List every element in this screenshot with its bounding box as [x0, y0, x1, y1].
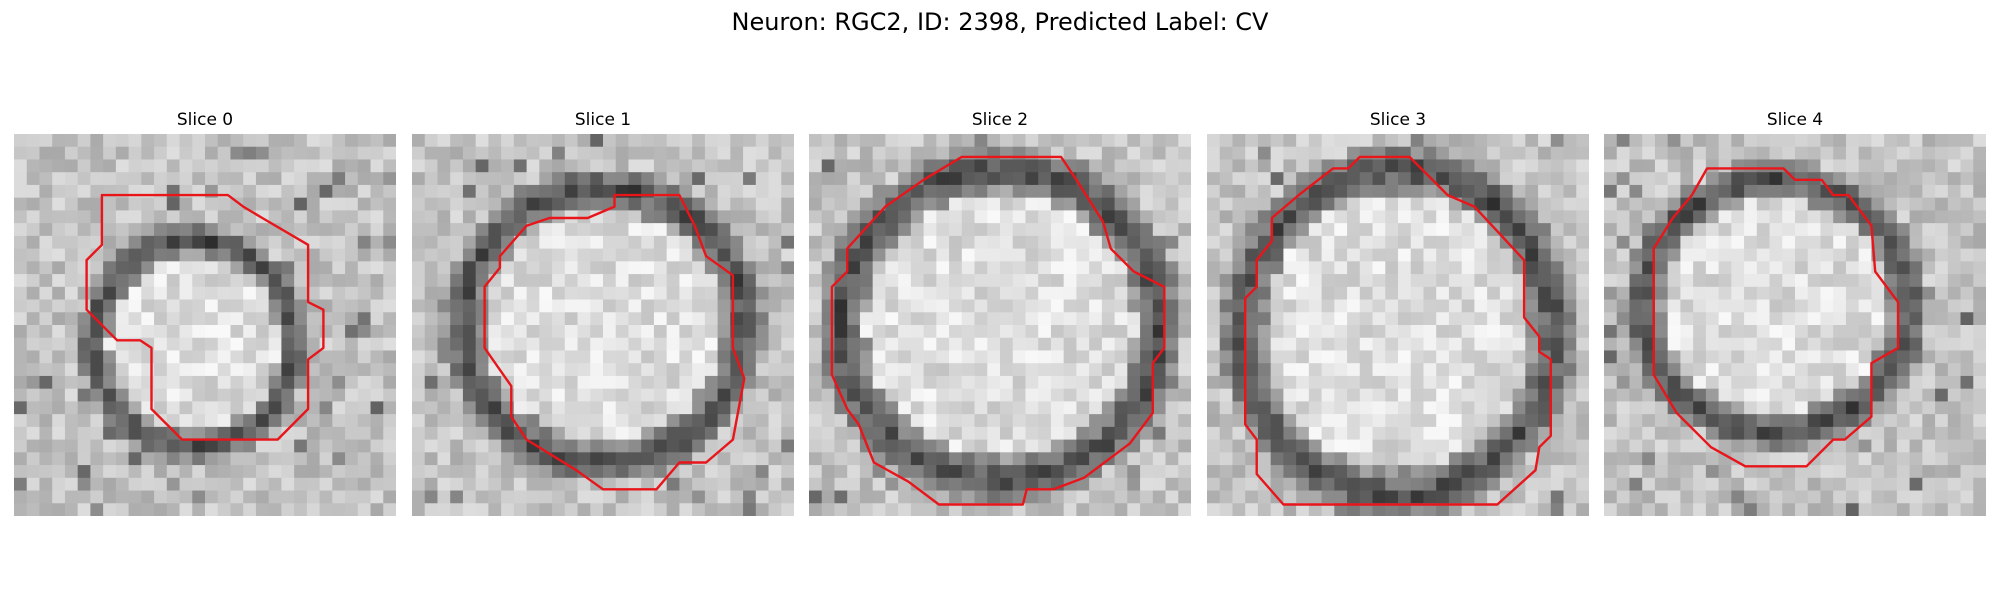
em-pixels	[1207, 134, 1589, 516]
slice-panel-2: Slice 2	[809, 108, 1191, 516]
em-pixels	[809, 134, 1191, 516]
em-pixels	[1604, 134, 1986, 516]
slice-panel-0: Slice 0	[14, 108, 396, 516]
slice-panel-3: Slice 3	[1207, 108, 1589, 516]
slice-title-1: Slice 1	[574, 110, 632, 130]
segmentation-contour	[1652, 167, 1900, 468]
slice-svg-4	[1604, 134, 1986, 516]
slice-image-2	[809, 134, 1191, 516]
slice-panel-4: Slice 4	[1604, 108, 1986, 516]
em-pixels	[14, 134, 396, 516]
slice-image-0	[14, 134, 396, 516]
slice-svg-1	[412, 134, 794, 516]
slice-svg-0	[14, 134, 396, 516]
slice-svg-3	[1207, 134, 1589, 516]
segmentation-contour	[483, 193, 746, 491]
figure-title: Neuron: RGC2, ID: 2398, Predicted Label:…	[731, 8, 1269, 36]
slice-image-1	[412, 134, 794, 516]
segmentation-contour	[1244, 155, 1552, 506]
slice-image-4	[1604, 134, 1986, 516]
slice-svg-2	[809, 134, 1191, 516]
segmentation-contour	[85, 193, 325, 441]
slice-title-3: Slice 3	[1369, 110, 1427, 130]
slice-title-4: Slice 4	[1766, 110, 1824, 130]
slice-panel-1: Slice 1	[412, 108, 794, 516]
segmentation-contour	[830, 155, 1166, 506]
slice-title-0: Slice 0	[176, 110, 234, 130]
slice-image-3	[1207, 134, 1589, 516]
em-pixels	[412, 134, 794, 516]
slice-title-2: Slice 2	[971, 110, 1029, 130]
